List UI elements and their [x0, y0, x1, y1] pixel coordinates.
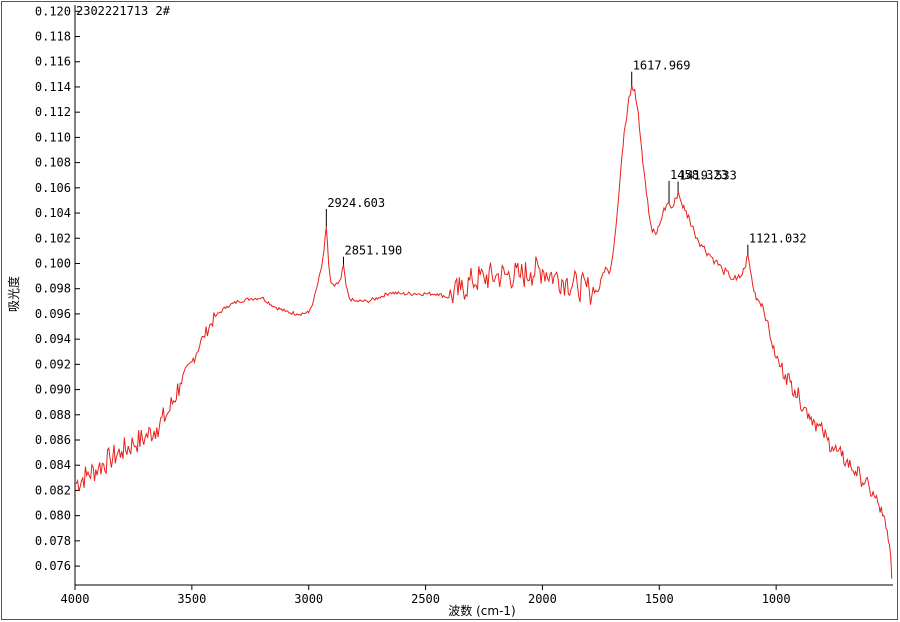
y-tick-label: 0.102: [35, 231, 71, 245]
y-tick-label: 0.092: [35, 357, 71, 371]
peak-annotations: 2924.603 2851.190 1617.969 1458.3231419.533…: [325, 59, 807, 265]
y-tick-label: 0.076: [35, 559, 71, 573]
y-tick-label: 0.090: [35, 383, 71, 397]
x-tick-label: 2000: [528, 592, 557, 606]
y-tick-label: 0.120: [35, 4, 71, 18]
y-tick-label: 0.086: [35, 433, 71, 447]
y-tick-label: 0.096: [35, 307, 71, 321]
x-tick-label: 2500: [411, 592, 440, 606]
x-tick-label: 1500: [645, 592, 674, 606]
y-axis-title: 吸光度: [6, 276, 21, 312]
y-tick-label: 0.118: [35, 30, 71, 44]
peak-label: 1458.323: [670, 168, 728, 182]
series-layer: [74, 85, 893, 579]
y-tick-label: 0.078: [35, 534, 71, 548]
y-tick-label: 0.098: [35, 282, 71, 296]
y-tick-label: 0.112: [35, 105, 71, 119]
y-tick-label: 0.094: [35, 332, 71, 346]
spectrum-line: [74, 85, 893, 579]
y-tick-label: 0.110: [35, 130, 71, 144]
y-tick-label: 0.080: [35, 509, 71, 523]
chart-title: 2302221713 2#: [76, 4, 171, 18]
x-tick-label: 1000: [762, 592, 791, 606]
y-tick-label: 0.108: [35, 156, 71, 170]
peak-label: 2851.190: [344, 244, 402, 258]
y-axis: 0.076 0.078 0.080 0.082 0.084 0.086 0.088 0.090…: [35, 4, 80, 585]
x-tick-label: 3500: [177, 592, 206, 606]
peak-label: 1617.969: [633, 59, 691, 73]
peak-label: 1419.533: [679, 169, 737, 183]
x-tick-label: 4000: [61, 592, 90, 606]
y-tick-label: 0.082: [35, 483, 71, 497]
y-tick-label: 0.116: [35, 55, 71, 69]
y-tick-label: 0.106: [35, 181, 71, 195]
y-tick-label: 0.084: [35, 458, 71, 472]
y-tick-label: 0.100: [35, 256, 71, 270]
x-axis: 4000 3500 3000 2500 2000 1500 1000: [61, 584, 893, 606]
y-tick-label: 0.088: [35, 408, 71, 422]
x-axis-title: 波数 (cm-1): [448, 603, 515, 618]
peak-label: 1121.032: [749, 232, 807, 246]
x-tick-label: 3000: [294, 592, 323, 606]
peak-label: 2924.603: [327, 196, 385, 210]
y-tick-label: 0.114: [35, 80, 71, 94]
y-tick-label: 0.104: [35, 206, 71, 220]
